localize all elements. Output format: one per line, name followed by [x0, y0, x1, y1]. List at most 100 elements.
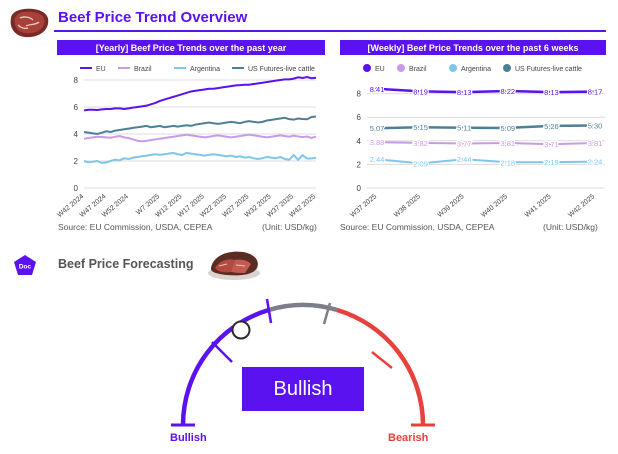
x-tick-label: W42 2025 — [567, 193, 596, 218]
forecast-signal-box: Bullish — [242, 367, 364, 411]
data-label: 3.81 — [500, 139, 515, 148]
data-point — [375, 157, 379, 161]
x-tick-label: W37 2025 — [349, 193, 378, 218]
legend-label: Argentina — [190, 66, 220, 73]
data-label: 2.44 — [457, 155, 472, 164]
data-label: 5.26 — [544, 122, 559, 131]
data-point — [375, 126, 379, 130]
yearly-unit-note: (Unit: USD/kg) — [262, 222, 317, 232]
y-tick-label: 2 — [357, 160, 362, 169]
legend-swatch — [449, 64, 457, 72]
weekly-chart-header: [Weekly] Beef Price Trends over the past… — [340, 40, 606, 55]
data-point — [506, 141, 510, 145]
data-label: 5.07 — [370, 124, 385, 133]
data-point — [419, 89, 423, 93]
gauge-needle-marker — [231, 320, 251, 340]
yearly-line-chart: EU Brazil Argentina US Futures-live cattle 0… — [56, 66, 317, 218]
x-tick-label: W38 2025 — [393, 193, 422, 218]
page-title: Beef Price Trend Overview — [58, 9, 248, 26]
y-tick-label: 6 — [357, 113, 362, 122]
legend-label: US Futures-live cattle — [248, 66, 315, 73]
series-line-1 — [83, 133, 317, 143]
data-label: 8.22 — [500, 87, 515, 96]
gauge-left-label: Bullish — [170, 432, 207, 444]
doc-badge-icon: Doc — [14, 255, 36, 275]
data-point — [462, 157, 466, 161]
legend-label: EU — [375, 66, 385, 73]
forecast-title: Beef Price Forecasting — [58, 257, 194, 271]
data-point — [462, 126, 466, 130]
legend-item: Argentina — [174, 66, 220, 73]
legend-label: Brazil — [409, 66, 427, 73]
legend-swatch — [503, 64, 511, 72]
data-label: 8.13 — [457, 88, 472, 97]
data-label: 5.09 — [500, 124, 515, 133]
y-tick-label: 8 — [357, 90, 362, 99]
gauge-tick-right-mid — [322, 302, 332, 325]
series-line-0 — [83, 76, 317, 112]
y-tick-label: 4 — [74, 130, 79, 139]
steak-icon — [10, 8, 49, 38]
series-line-3 — [376, 124, 596, 130]
series-line-3 — [83, 115, 317, 136]
series-line-2 — [376, 158, 596, 165]
sliced-beef-icon — [208, 251, 260, 280]
data-label: 2.19 — [544, 158, 559, 167]
gauge-right-label: Bearish — [388, 432, 429, 444]
data-point — [419, 161, 423, 165]
y-tick-label: 8 — [74, 76, 79, 85]
data-point — [506, 126, 510, 130]
weekly-unit-note: (Unit: USD/kg) — [543, 222, 598, 232]
data-point — [549, 124, 553, 128]
gauge-tick-left-mid — [265, 298, 273, 324]
data-label: 3.88 — [370, 138, 385, 147]
series-line-0 — [376, 87, 596, 94]
legend-item: EU — [80, 66, 106, 73]
data-point — [462, 90, 466, 94]
x-tick-label: W40 2025 — [480, 193, 509, 218]
y-tick-label: 6 — [74, 103, 79, 112]
gauge-bullish-arc — [180, 307, 270, 426]
data-point — [506, 160, 510, 164]
data-point — [549, 160, 553, 164]
gauge-neutral-arc — [268, 302, 338, 313]
data-label: 2.44 — [370, 155, 385, 164]
series-line-1 — [376, 141, 596, 146]
data-label: 3.71 — [544, 140, 559, 149]
data-point — [462, 141, 466, 146]
legend-item: US Futures-live cattle — [232, 66, 315, 73]
data-label: 2.09 — [413, 159, 428, 168]
data-label: 8.19 — [413, 87, 428, 96]
gauge-bearish-arc — [336, 307, 426, 426]
legend-label: US Futures-live cattle — [515, 66, 582, 73]
data-label: 5.11 — [457, 124, 471, 133]
data-label: 8.17 — [588, 88, 603, 97]
weekly-line-chart: EU Brazil Argentina US Futures-live cattle 0… — [349, 64, 605, 218]
data-point — [593, 123, 597, 128]
legend-item: US Futures-live cattle — [503, 64, 582, 73]
data-point — [593, 159, 597, 164]
y-tick-label: 0 — [357, 184, 362, 193]
series-line-2 — [83, 151, 317, 165]
legend-item: Argentina — [449, 64, 491, 73]
data-label: 3.81 — [588, 139, 603, 148]
doc-badge-label: Doc — [19, 264, 32, 271]
legend-item: Brazil — [397, 64, 427, 73]
data-label: 2.24 — [588, 158, 603, 167]
data-point — [593, 141, 597, 145]
data-point — [549, 142, 553, 146]
weekly-source-note: Source: EU Commission, USDA, CEPEA — [340, 222, 495, 232]
data-point — [375, 140, 379, 144]
data-label: 3.77 — [457, 140, 472, 149]
y-tick-label: 2 — [74, 157, 79, 166]
data-label: 8.41 — [370, 85, 385, 94]
data-point — [419, 125, 423, 129]
gauge-tick-bullish — [211, 341, 233, 363]
data-label: 3.82 — [413, 139, 428, 148]
legend-label: Brazil — [134, 66, 152, 73]
yearly-chart-header: [Yearly] Beef Price Trends over the past… — [57, 40, 325, 55]
legend-item: Brazil — [118, 66, 152, 73]
data-label: 8.13 — [544, 88, 559, 97]
legend-item: EU — [363, 64, 385, 73]
data-point — [419, 141, 423, 145]
